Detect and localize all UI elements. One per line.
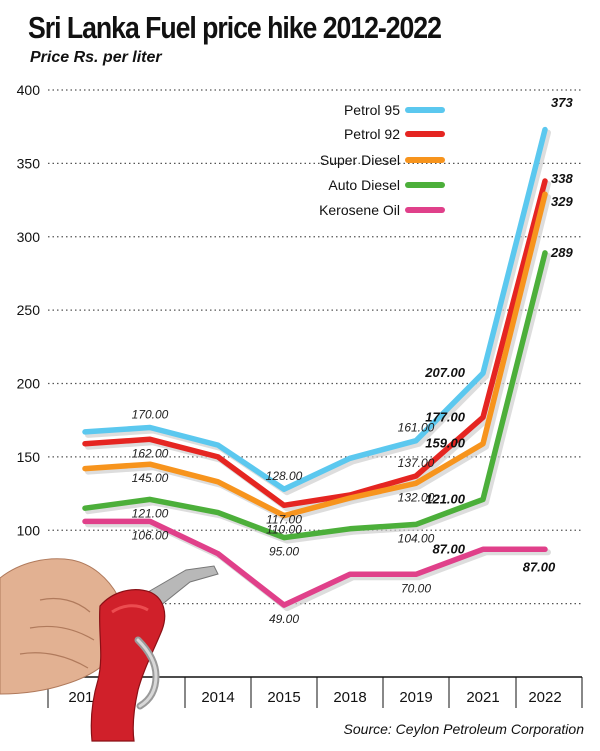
y-tick-label: 400 bbox=[17, 82, 41, 98]
x-tick-label: 2022 bbox=[528, 689, 561, 706]
data-label: 132.00 bbox=[398, 490, 435, 504]
y-tick-label: 100 bbox=[17, 522, 41, 538]
data-label: 161.00 bbox=[398, 421, 435, 435]
data-label: 289 bbox=[550, 245, 573, 260]
x-tick-label: 2015 bbox=[267, 689, 300, 706]
data-label: 137.00 bbox=[398, 456, 435, 470]
legend-label: Auto Diesel bbox=[328, 177, 400, 193]
data-label: 338 bbox=[551, 171, 573, 186]
y-tick-label: 350 bbox=[17, 155, 41, 171]
x-tick-label: 2014 bbox=[201, 689, 234, 706]
data-label: 106.00 bbox=[132, 528, 169, 542]
fuel-pump-nozzle-in-hand-icon bbox=[0, 558, 219, 742]
data-label: 110.00 bbox=[266, 523, 302, 537]
series-line-super-diesel bbox=[82, 191, 548, 519]
data-label: 49.00 bbox=[269, 612, 299, 626]
series-shadow bbox=[85, 129, 551, 496]
data-label: 70.00 bbox=[401, 581, 431, 595]
data-labels: 170.00128.00161.00207.00373162.00117.001… bbox=[132, 95, 574, 626]
data-label: 329 bbox=[551, 194, 573, 209]
data-label: 373 bbox=[551, 95, 573, 110]
data-label: 177.00 bbox=[425, 409, 466, 424]
data-label: 117.00 bbox=[266, 512, 302, 526]
data-label: 159.00 bbox=[425, 436, 466, 451]
y-tick-label: 250 bbox=[17, 302, 41, 318]
x-tick-label: 2021 bbox=[466, 689, 499, 706]
gridlines bbox=[48, 89, 582, 605]
x-tick-label: 2018 bbox=[333, 689, 366, 706]
y-tick-label: 200 bbox=[17, 376, 41, 392]
data-label: 207.00 bbox=[424, 365, 466, 380]
data-label: 95.00 bbox=[269, 545, 299, 559]
legend: Petrol 95 Petrol 92 Super Diesel Auto Diese… bbox=[319, 102, 445, 218]
chart-title: Sri Lanka Fuel price hike 2012-2022 bbox=[28, 10, 442, 45]
chart-subtitle: Price Rs. per liter bbox=[30, 49, 162, 66]
data-label: 128.00 bbox=[266, 469, 303, 483]
series-line-petrol-95 bbox=[82, 126, 548, 492]
series-lines bbox=[82, 126, 551, 612]
source-note: Source: Ceylon Petroleum Corporation bbox=[343, 721, 584, 737]
legend-label: Kerosene Oil bbox=[319, 202, 400, 218]
x-tick-label: 2019 bbox=[399, 689, 432, 706]
y-tick-label: 300 bbox=[17, 229, 41, 245]
data-label: 121.00 bbox=[425, 491, 466, 506]
axes: 0501001502002503003504002012201420152018… bbox=[17, 82, 583, 708]
y-tick-label: 150 bbox=[17, 449, 41, 465]
data-label: 87.00 bbox=[432, 541, 465, 556]
legend-label: Super Diesel bbox=[320, 152, 400, 168]
data-label: 87.00 bbox=[523, 559, 556, 574]
data-label: 121.00 bbox=[132, 506, 169, 520]
legend-label: Petrol 92 bbox=[344, 126, 400, 142]
data-label: 104.00 bbox=[398, 531, 435, 545]
series-line-petrol-92 bbox=[82, 178, 548, 509]
data-label: 145.00 bbox=[132, 471, 169, 485]
data-label: 170.00 bbox=[132, 408, 169, 422]
series-line-auto-diesel bbox=[82, 250, 548, 541]
series-line-kerosene-oil bbox=[82, 518, 548, 608]
legend-label: Petrol 95 bbox=[344, 102, 400, 118]
data-label: 162.00 bbox=[132, 446, 169, 460]
